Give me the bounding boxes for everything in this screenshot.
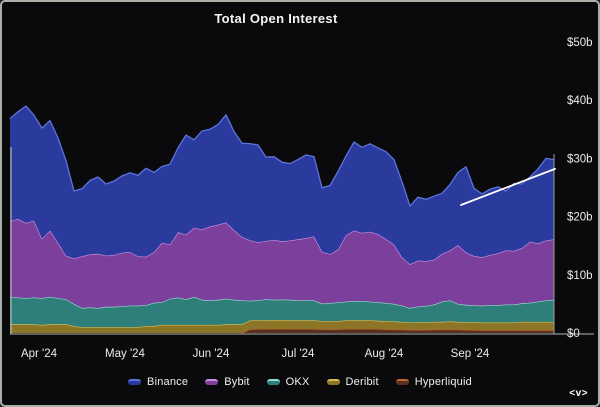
legend-item-okx[interactable]: OKX: [266, 376, 310, 388]
legend-swatch-deribit-icon: [326, 379, 340, 385]
y-tick-label: $50b: [567, 37, 593, 49]
area-deribit: [10, 319, 554, 333]
x-tick-label: Sep '24: [451, 348, 490, 360]
x-tick-label: Apr '24: [21, 348, 58, 360]
x-tick-label: Jun '24: [193, 348, 230, 360]
legend-item-deribit[interactable]: Deribit: [326, 376, 379, 388]
watermark-logo: <v>: [569, 388, 588, 399]
legend-swatch-hyperliquid-icon: [395, 379, 409, 385]
area-edge-binance: [9, 105, 555, 207]
y-tick-label: $10b: [567, 270, 593, 282]
legend-label: Hyperliquid: [414, 376, 472, 388]
y-tick-label: $30b: [567, 153, 593, 165]
x-tick-label: Jul '24: [282, 348, 315, 360]
trend-annotation-line: [460, 167, 556, 206]
legend-swatch-bybit-icon: [205, 379, 219, 385]
legend-label: Deribit: [345, 376, 379, 388]
area-binance: [10, 106, 554, 265]
y-tick-label: $0: [567, 328, 580, 340]
legend-swatch-binance-icon: [128, 379, 142, 385]
area-bybit: [10, 218, 554, 308]
legend-item-hyperliquid[interactable]: Hyperliquid: [395, 376, 472, 388]
area-okx: [10, 296, 554, 328]
legend-item-binance[interactable]: Binance: [128, 376, 188, 388]
x-tick-label: May '24: [105, 348, 146, 360]
y-tick-label: $40b: [567, 95, 593, 107]
legend-label: Binance: [147, 376, 189, 388]
legend-swatch-okx-icon: [266, 379, 280, 385]
legend: Binance Bybit OKX Deribit Hyperliquid: [2, 372, 598, 392]
x-tick-label: Aug '24: [365, 348, 404, 360]
chart-title: Total Open Interest: [214, 11, 338, 26]
legend-label: Bybit: [224, 376, 250, 388]
legend-item-bybit[interactable]: Bybit: [205, 376, 249, 388]
y-tick-label: $20b: [567, 212, 593, 224]
legend-label: OKX: [285, 376, 310, 388]
